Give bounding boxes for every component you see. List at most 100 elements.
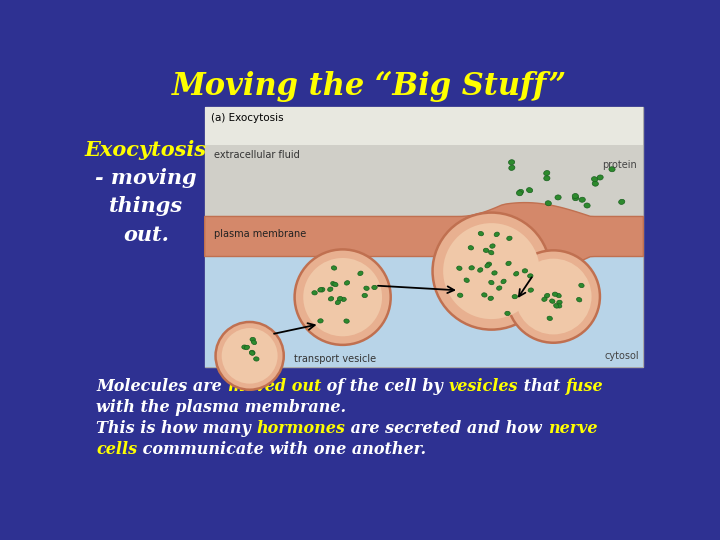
- Ellipse shape: [557, 303, 562, 308]
- Ellipse shape: [618, 199, 625, 204]
- Ellipse shape: [552, 292, 558, 296]
- Ellipse shape: [344, 281, 350, 285]
- Ellipse shape: [547, 316, 552, 321]
- Ellipse shape: [362, 293, 367, 298]
- Text: things: things: [109, 197, 183, 217]
- Ellipse shape: [468, 246, 474, 250]
- Ellipse shape: [244, 345, 250, 350]
- Bar: [204, 256, 644, 367]
- Ellipse shape: [592, 177, 598, 182]
- Text: (a) Exocytosis: (a) Exocytosis: [211, 113, 284, 123]
- Ellipse shape: [545, 201, 552, 206]
- Circle shape: [516, 259, 592, 334]
- Text: hormones: hormones: [256, 420, 346, 437]
- Ellipse shape: [318, 319, 323, 323]
- Ellipse shape: [320, 288, 325, 292]
- Text: plasma membrane: plasma membrane: [214, 230, 306, 239]
- Ellipse shape: [250, 338, 256, 342]
- Ellipse shape: [593, 181, 598, 186]
- Ellipse shape: [508, 160, 515, 165]
- Ellipse shape: [555, 195, 561, 200]
- Ellipse shape: [526, 187, 533, 193]
- Ellipse shape: [364, 286, 369, 291]
- Ellipse shape: [572, 195, 579, 201]
- Ellipse shape: [557, 300, 562, 305]
- Ellipse shape: [489, 280, 494, 285]
- Circle shape: [443, 223, 540, 319]
- Ellipse shape: [312, 291, 318, 295]
- Ellipse shape: [556, 293, 562, 298]
- Ellipse shape: [482, 293, 487, 297]
- Ellipse shape: [486, 262, 492, 266]
- Ellipse shape: [494, 232, 500, 237]
- Ellipse shape: [544, 293, 550, 298]
- Ellipse shape: [507, 236, 512, 240]
- Ellipse shape: [253, 357, 259, 361]
- Ellipse shape: [358, 271, 363, 275]
- Ellipse shape: [489, 251, 494, 255]
- Bar: [204, 107, 644, 145]
- Ellipse shape: [579, 284, 584, 288]
- Text: cytosol: cytosol: [604, 351, 639, 361]
- Ellipse shape: [337, 296, 343, 301]
- Ellipse shape: [372, 285, 377, 289]
- Ellipse shape: [609, 167, 615, 172]
- Ellipse shape: [328, 296, 333, 301]
- Circle shape: [215, 322, 284, 390]
- Ellipse shape: [469, 266, 474, 270]
- Text: out.: out.: [123, 225, 168, 245]
- Bar: [204, 107, 644, 217]
- Text: extracellular fluid: extracellular fluid: [214, 150, 300, 160]
- Circle shape: [294, 249, 391, 345]
- Ellipse shape: [505, 311, 510, 315]
- Text: fuse: fuse: [566, 378, 603, 395]
- Ellipse shape: [597, 175, 603, 180]
- Ellipse shape: [328, 287, 333, 292]
- Text: nerve: nerve: [548, 420, 598, 437]
- Text: vesicles: vesicles: [449, 378, 518, 395]
- Ellipse shape: [544, 176, 550, 181]
- Circle shape: [433, 213, 550, 329]
- Text: protein: protein: [603, 160, 637, 170]
- Ellipse shape: [497, 286, 502, 290]
- Ellipse shape: [456, 266, 462, 271]
- Ellipse shape: [554, 303, 559, 308]
- Text: cells: cells: [96, 441, 138, 457]
- Text: Molecules are: Molecules are: [96, 378, 228, 395]
- Ellipse shape: [513, 272, 519, 276]
- Ellipse shape: [477, 268, 483, 272]
- Ellipse shape: [541, 297, 547, 301]
- Text: are secreted and how: are secreted and how: [346, 420, 548, 437]
- Ellipse shape: [344, 319, 349, 323]
- Ellipse shape: [584, 203, 590, 208]
- Polygon shape: [204, 202, 644, 276]
- Circle shape: [507, 251, 600, 343]
- Ellipse shape: [518, 190, 523, 194]
- Text: with the plasma membrane.: with the plasma membrane.: [96, 399, 346, 416]
- Ellipse shape: [330, 281, 336, 286]
- Ellipse shape: [457, 293, 463, 298]
- Text: This is how many: This is how many: [96, 420, 256, 437]
- Text: transport vesicle: transport vesicle: [294, 354, 376, 363]
- Ellipse shape: [522, 269, 528, 273]
- Ellipse shape: [579, 197, 585, 202]
- Text: - moving: - moving: [95, 168, 197, 188]
- Ellipse shape: [251, 340, 256, 345]
- Text: communicate with one another.: communicate with one another.: [138, 441, 426, 457]
- Ellipse shape: [490, 244, 495, 248]
- Text: that: that: [518, 378, 566, 395]
- Ellipse shape: [336, 300, 341, 305]
- Ellipse shape: [483, 248, 489, 253]
- Ellipse shape: [506, 261, 511, 266]
- Ellipse shape: [512, 294, 518, 299]
- Ellipse shape: [478, 232, 484, 236]
- Ellipse shape: [250, 350, 255, 355]
- Ellipse shape: [549, 299, 555, 303]
- Ellipse shape: [509, 165, 515, 171]
- Ellipse shape: [501, 279, 506, 284]
- Ellipse shape: [333, 282, 338, 287]
- Ellipse shape: [492, 271, 498, 275]
- Ellipse shape: [488, 296, 493, 300]
- Ellipse shape: [516, 191, 523, 196]
- Ellipse shape: [572, 193, 578, 199]
